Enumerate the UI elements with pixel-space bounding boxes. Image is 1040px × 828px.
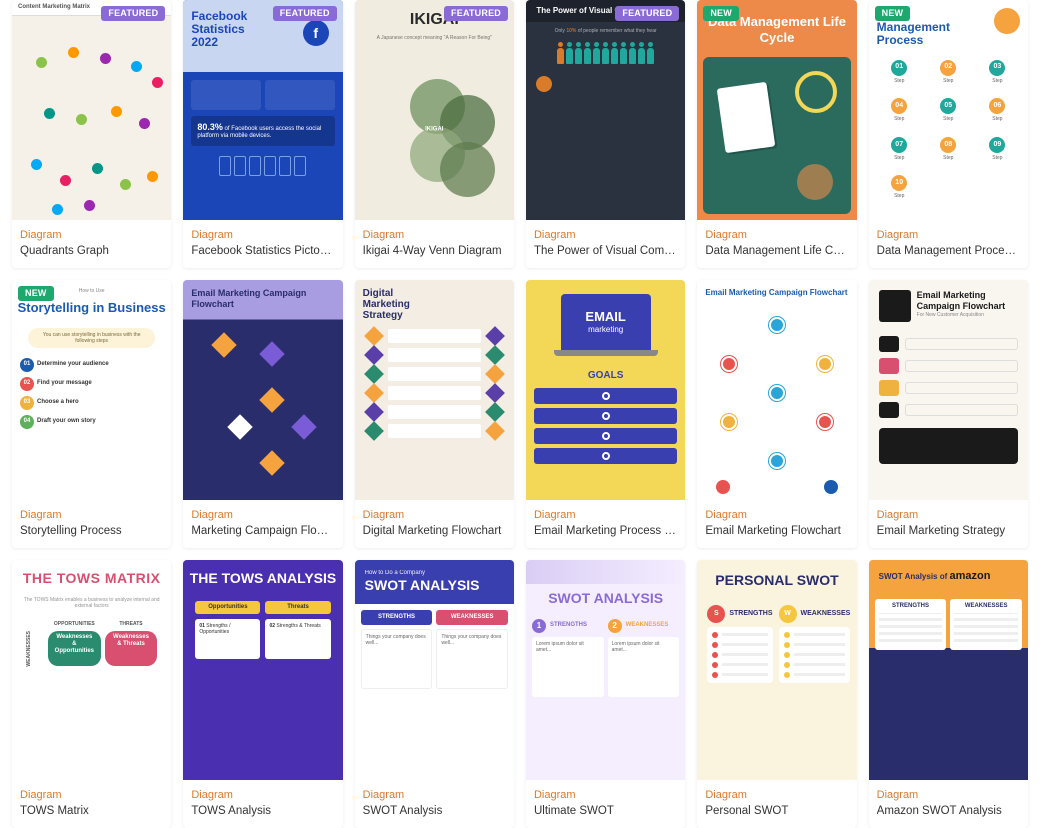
template-grid: Content Marketing MatrixFEATURED Diagram Q… bbox=[12, 0, 1028, 828]
template-thumbnail: Content Marketing MatrixFEATURED bbox=[12, 0, 171, 220]
card-meta: Diagram Ikigai 4-Way Venn Diagram bbox=[355, 220, 514, 268]
template-thumbnail: EMAILmarketingGOALS bbox=[526, 280, 685, 500]
template-card[interactable]: PERSONAL SWOTSSTRENGTHSWWEAKNESSESDiagra… bbox=[697, 560, 856, 828]
card-meta: Diagram Email Marketing Strategy bbox=[869, 500, 1028, 548]
template-card[interactable]: Email Marketing Campaign FlowchartDiagra… bbox=[697, 280, 856, 548]
template-thumbnail: Digital Marketing Strategy bbox=[355, 280, 514, 500]
card-meta: Diagram Ultimate SWOT bbox=[526, 780, 685, 828]
template-card[interactable]: Content Marketing MatrixFEATURED Diagram Q… bbox=[12, 0, 171, 268]
template-card[interactable]: EMAILmarketingGOALS Diagram Email Marketin… bbox=[526, 280, 685, 548]
card-title: TOWS Analysis bbox=[191, 805, 334, 817]
template-card[interactable]: SWOT Analysis of amazonSTRENGTHSWEAKNESS… bbox=[869, 560, 1028, 828]
template-thumbnail: How to UseStorytelling in BusinessYou ca… bbox=[12, 280, 171, 500]
card-meta: Diagram Marketing Campaign Flowchart bbox=[183, 500, 342, 548]
template-thumbnail: Data Management Life CycleNEW bbox=[697, 0, 856, 220]
card-meta: Diagram TOWS Analysis bbox=[183, 780, 342, 828]
card-title: TOWS Matrix bbox=[20, 805, 163, 817]
template-thumbnail: PERSONAL SWOTSSTRENGTHSWWEAKNESSES bbox=[697, 560, 856, 780]
template-thumbnail: THE TOWS MATRIXThe TOWS Matrix enables a… bbox=[12, 560, 171, 780]
template-card[interactable]: How to Do a CompanySWOT ANALYSISSTRENGTH… bbox=[355, 560, 514, 828]
card-category: Diagram bbox=[191, 509, 334, 521]
card-category: Diagram bbox=[363, 229, 506, 241]
card-title: SWOT Analysis bbox=[363, 805, 506, 817]
card-category: Diagram bbox=[191, 789, 334, 801]
card-title: Marketing Campaign Flowchart bbox=[191, 525, 334, 537]
new-badge: NEW bbox=[703, 6, 739, 21]
featured-badge: FEATURED bbox=[101, 6, 165, 21]
template-card[interactable]: Email Marketing Campaign FlowchartDiagra… bbox=[183, 280, 342, 548]
card-title: Facebook Statistics Pictogram bbox=[191, 245, 334, 257]
card-title: Email Marketing Flowchart bbox=[705, 525, 848, 537]
template-card[interactable]: Data Management Process01Step02Step03Ste… bbox=[869, 0, 1028, 268]
card-title: Personal SWOT bbox=[705, 805, 848, 817]
template-card[interactable]: The Power of Visual CommunicationOnly 10… bbox=[526, 0, 685, 268]
template-thumbnail: SWOT ANALYSIS1STRENGTHSLorem ipsum dolor… bbox=[526, 560, 685, 780]
card-meta: Diagram TOWS Matrix bbox=[12, 780, 171, 828]
card-title: Digital Marketing Flowchart bbox=[363, 525, 506, 537]
template-thumbnail: Email Marketing Campaign Flowchart bbox=[697, 280, 856, 500]
template-thumbnail: Email Marketing Campaign Flowchart bbox=[183, 280, 342, 500]
card-title: Email Marketing Process Flowc... bbox=[534, 525, 677, 537]
template-card[interactable]: THE TOWS ANALYSISOpportunitiesThreats01 … bbox=[183, 560, 342, 828]
card-title: Data Management Life Cycle bbox=[705, 245, 848, 257]
card-category: Diagram bbox=[877, 509, 1020, 521]
template-card[interactable]: THE TOWS MATRIXThe TOWS Matrix enables a… bbox=[12, 560, 171, 828]
new-badge: NEW bbox=[18, 286, 54, 301]
card-meta: Diagram Data Management Life Cycle bbox=[697, 220, 856, 268]
card-category: Diagram bbox=[534, 229, 677, 241]
template-card[interactable]: FacebookStatistics2022f80.3% of Facebook… bbox=[183, 0, 342, 268]
card-title: Data Management Process Time... bbox=[877, 245, 1020, 257]
card-title: Quadrants Graph bbox=[20, 245, 163, 257]
card-meta: Diagram Storytelling Process bbox=[12, 500, 171, 548]
template-thumbnail: IKIGAIA Japanese concept meaning "A Reas… bbox=[355, 0, 514, 220]
template-thumbnail: SWOT Analysis of amazonSTRENGTHSWEAKNESS… bbox=[869, 560, 1028, 780]
template-card[interactable]: Digital Marketing Strategy Diagram Digital… bbox=[355, 280, 514, 548]
template-thumbnail: How to Do a CompanySWOT ANALYSISSTRENGTH… bbox=[355, 560, 514, 780]
card-category: Diagram bbox=[877, 789, 1020, 801]
card-meta: Diagram Digital Marketing Flowchart bbox=[355, 500, 514, 548]
card-meta: Diagram Quadrants Graph bbox=[12, 220, 171, 268]
card-meta: Diagram The Power of Visual Communica... bbox=[526, 220, 685, 268]
card-category: Diagram bbox=[877, 229, 1020, 241]
template-card[interactable]: Email Marketing Campaign FlowchartFor Ne… bbox=[869, 280, 1028, 548]
featured-badge: FEATURED bbox=[444, 6, 508, 21]
template-thumbnail: FacebookStatistics2022f80.3% of Facebook… bbox=[183, 0, 342, 220]
template-card[interactable]: Data Management Life CycleNEWDiagramData… bbox=[697, 0, 856, 268]
card-category: Diagram bbox=[20, 509, 163, 521]
card-category: Diagram bbox=[20, 789, 163, 801]
card-title: Email Marketing Strategy bbox=[877, 525, 1020, 537]
card-category: Diagram bbox=[20, 229, 163, 241]
template-card[interactable]: IKIGAIA Japanese concept meaning "A Reas… bbox=[355, 0, 514, 268]
template-thumbnail: Data Management Process01Step02Step03Ste… bbox=[869, 0, 1028, 220]
card-meta: Diagram Email Marketing Process Flowc... bbox=[526, 500, 685, 548]
new-badge: NEW bbox=[875, 6, 911, 21]
card-meta: Diagram Email Marketing Flowchart bbox=[697, 500, 856, 548]
card-title: The Power of Visual Communica... bbox=[534, 245, 677, 257]
template-card[interactable]: How to UseStorytelling in BusinessYou ca… bbox=[12, 280, 171, 548]
card-title: Storytelling Process bbox=[20, 525, 163, 537]
card-meta: Diagram Data Management Process Time... bbox=[869, 220, 1028, 268]
card-title: Amazon SWOT Analysis bbox=[877, 805, 1020, 817]
card-meta: Diagram Facebook Statistics Pictogram bbox=[183, 220, 342, 268]
card-category: Diagram bbox=[363, 789, 506, 801]
template-card[interactable]: SWOT ANALYSIS1STRENGTHSLorem ipsum dolor… bbox=[526, 560, 685, 828]
card-category: Diagram bbox=[705, 509, 848, 521]
featured-badge: FEATURED bbox=[273, 6, 337, 21]
template-thumbnail: The Power of Visual CommunicationOnly 10… bbox=[526, 0, 685, 220]
card-category: Diagram bbox=[534, 509, 677, 521]
card-category: Diagram bbox=[191, 229, 334, 241]
card-meta: Diagram Amazon SWOT Analysis bbox=[869, 780, 1028, 828]
featured-badge: FEATURED bbox=[615, 6, 679, 21]
card-title: Ultimate SWOT bbox=[534, 805, 677, 817]
card-category: Diagram bbox=[705, 229, 848, 241]
card-meta: Diagram SWOT Analysis bbox=[355, 780, 514, 828]
card-category: Diagram bbox=[363, 509, 506, 521]
template-thumbnail: Email Marketing Campaign FlowchartFor Ne… bbox=[869, 280, 1028, 500]
card-category: Diagram bbox=[705, 789, 848, 801]
template-thumbnail: THE TOWS ANALYSISOpportunitiesThreats01 … bbox=[183, 560, 342, 780]
card-category: Diagram bbox=[534, 789, 677, 801]
card-title: Ikigai 4-Way Venn Diagram bbox=[363, 245, 506, 257]
card-meta: Diagram Personal SWOT bbox=[697, 780, 856, 828]
